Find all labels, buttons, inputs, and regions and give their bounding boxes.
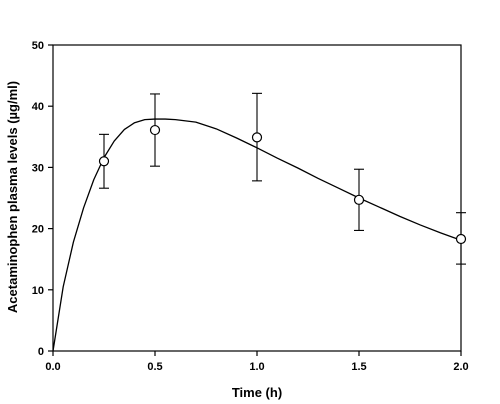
- plot-area: 0.0 0.5 1.0 1.5 2.0 0 10 20 30 40 50: [32, 40, 469, 373]
- data-point: [149, 124, 161, 136]
- data-point: [98, 156, 110, 167]
- y-tick-label: 50: [32, 40, 44, 52]
- data-point: [353, 194, 365, 205]
- y-tick-label: 10: [32, 285, 44, 297]
- y-axis-title: Acetaminophen plasma levels (µg/ml): [5, 81, 20, 313]
- x-tick-label: 2.0: [453, 361, 468, 373]
- x-tick-label: 0.5: [147, 361, 162, 373]
- data-point: [251, 132, 263, 143]
- x-tick-label: 1.5: [351, 361, 366, 373]
- plot-frame: [52, 44, 462, 352]
- fit-curve: [52, 118, 462, 352]
- y-tick-label: 40: [32, 101, 44, 113]
- y-tick-label: 20: [32, 224, 44, 236]
- x-tick-label: 0.0: [45, 361, 60, 373]
- x-tick-label: 1.0: [249, 361, 264, 373]
- data-point: [455, 233, 467, 245]
- x-axis-title: Time (h): [232, 385, 282, 400]
- y-tick-label: 30: [32, 162, 44, 174]
- y-tick-label: 0: [38, 346, 44, 358]
